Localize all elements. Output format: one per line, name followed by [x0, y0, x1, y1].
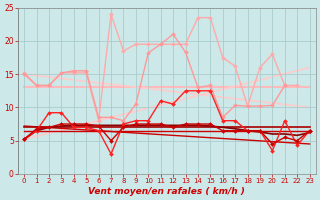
X-axis label: Vent moyen/en rafales ( km/h ): Vent moyen/en rafales ( km/h )	[88, 187, 245, 196]
